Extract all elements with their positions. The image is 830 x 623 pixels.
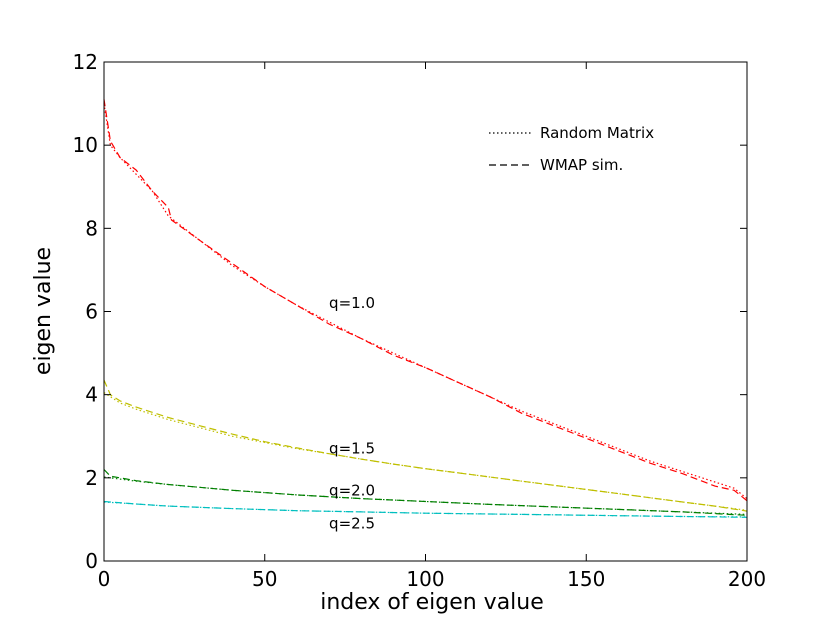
y-tick-label: 8 — [85, 216, 98, 240]
x-tick-label: 0 — [98, 567, 111, 591]
plot-background — [104, 62, 747, 561]
series-line-q-2-0-wmap-sim — [103, 469, 748, 516]
y-tick-label: 2 — [85, 466, 98, 490]
y-axis-label: eigen value — [31, 247, 56, 375]
annotation-q-2-0: q=2.0 — [329, 481, 375, 499]
x-axis-label: index of eigen value — [320, 590, 544, 615]
series-line-q-2-5-random-matrix — [103, 501, 748, 518]
y-tick-label: 6 — [85, 300, 98, 324]
series-line-q-1-5-wmap-sim — [103, 379, 748, 512]
annotation-q-1-5: q=1.5 — [329, 440, 375, 458]
ticks-layer: 0 50 100 150 200 0 2 4 6 8 10 12 — [73, 50, 767, 591]
series-line-q-1-0-wmap-sim — [103, 99, 748, 502]
series-line-q-1-0-random-matrix — [103, 103, 748, 500]
legend: Random Matrix WMAP sim. — [489, 124, 654, 174]
y-tick-label: 0 — [85, 549, 98, 573]
x-tick-label: 200 — [728, 567, 766, 591]
series-line-q-2-5-wmap-sim — [103, 500, 748, 518]
y-tick-label: 10 — [73, 133, 98, 157]
x-tick-label: 150 — [567, 567, 605, 591]
legend-label-random-matrix: Random Matrix — [540, 124, 654, 142]
y-tick-label: 4 — [85, 383, 98, 407]
annotation-q-2-5: q=2.5 — [329, 515, 375, 533]
legend-label-wmap-sim: WMAP sim. — [540, 156, 623, 174]
annotations-layer: q=1.0 q=1.5 q=2.0 q=2.5 — [329, 294, 375, 532]
x-tick-label: 100 — [406, 567, 444, 591]
annotation-q-1-0: q=1.0 — [329, 294, 375, 312]
x-tick-label: 50 — [252, 567, 277, 591]
y-tick-label: 12 — [73, 50, 98, 74]
series-layer — [103, 99, 748, 518]
